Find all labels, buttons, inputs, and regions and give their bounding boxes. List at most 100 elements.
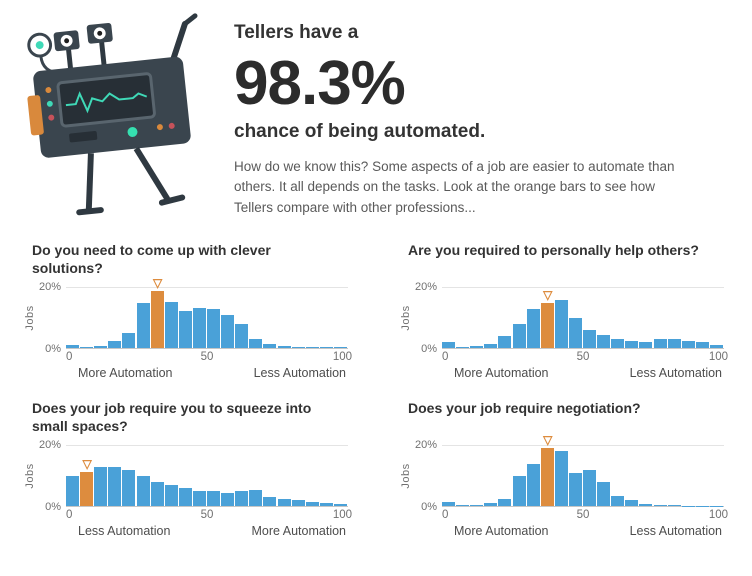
x-label-right: Less Automation — [629, 524, 722, 538]
histogram-bar — [94, 467, 108, 506]
header: Tellers have a 98.3% chance of being aut… — [0, 0, 752, 232]
histogram-bar — [333, 347, 347, 348]
histogram-bar — [583, 470, 597, 506]
histogram-bar — [470, 505, 484, 506]
histogram-bar — [136, 303, 150, 348]
histogram-bar — [263, 344, 277, 348]
chart-clever-solutions: Do you need to come up with clever solut… — [24, 242, 352, 380]
histogram-bar — [681, 340, 695, 348]
histogram-bar — [512, 476, 526, 506]
histogram-bar — [653, 339, 667, 348]
y-tick-0: 0% — [45, 343, 61, 355]
histogram-bar — [639, 342, 653, 348]
histogram-bar — [263, 497, 277, 506]
x-axis-direction-labels: More Automation Less Automation — [442, 522, 724, 538]
histogram-bar — [291, 500, 305, 506]
histogram-bar — [484, 503, 498, 506]
histogram-bar — [221, 315, 235, 348]
chart-title: Does your job require negotiation? — [408, 400, 641, 416]
x-tick-0: 0 — [442, 509, 449, 521]
teller-marker-icon: ▽ — [82, 456, 92, 471]
histogram-bar — [456, 346, 470, 348]
teller-marker-icon: ▽ — [153, 276, 163, 290]
x-label-right: Less Automation — [629, 366, 722, 380]
y-tick-20: 20% — [38, 439, 61, 451]
y-axis-label: Jobs — [24, 463, 36, 489]
chart-title: Does your job require you to squeeze int… — [32, 400, 312, 434]
explainer-paragraph: How do we know this? Some aspects of a j… — [234, 159, 675, 215]
histogram-bar — [512, 324, 526, 348]
x-label-left: More Automation — [454, 366, 549, 380]
x-axis-direction-labels: More Automation Less Automation — [442, 364, 724, 380]
histogram-bar — [136, 476, 150, 506]
chart-negotiation: Does your job require negotiation? Jobs … — [400, 400, 728, 538]
y-axis-label: Jobs — [400, 463, 412, 489]
x-axis-direction-labels: More Automation Less Automation — [66, 364, 348, 380]
y-tick-20: 20% — [38, 281, 61, 293]
teller-highlight-bar — [540, 447, 554, 506]
histogram-bar — [66, 345, 80, 348]
histogram-bar — [291, 346, 305, 348]
y-axis: Jobs 20% 0% — [400, 439, 442, 513]
robot-illustration — [8, 8, 220, 226]
x-axis-ticks: 0 50 100 — [66, 507, 352, 522]
histogram-bar — [108, 467, 122, 506]
histogram-bar — [122, 470, 136, 506]
x-axis-ticks: 0 50 100 — [442, 349, 728, 364]
histogram-bar — [319, 347, 333, 348]
histogram-bar — [625, 500, 639, 506]
histogram-bar — [80, 346, 94, 348]
y-tick-20: 20% — [414, 281, 437, 293]
histogram-bar — [94, 345, 108, 348]
histogram-bar — [611, 339, 625, 348]
histogram-bar — [207, 491, 221, 506]
y-tick-20: 20% — [414, 439, 437, 451]
histogram-bar — [305, 346, 319, 348]
y-tick-0: 0% — [421, 501, 437, 513]
charts-grid: Do you need to come up with clever solut… — [0, 232, 752, 538]
x-tick-100: 100 — [708, 509, 728, 521]
x-axis-ticks: 0 50 100 — [442, 507, 728, 522]
chart-small-spaces: Does your job require you to squeeze int… — [24, 400, 352, 538]
x-label-left: More Automation — [78, 366, 173, 380]
teller-highlight-bar — [150, 291, 164, 348]
histogram-bar — [597, 334, 611, 348]
histogram-bar — [333, 504, 347, 506]
x-label-left: Less Automation — [78, 524, 171, 538]
histogram-bar — [554, 450, 568, 506]
histogram-bar — [319, 503, 333, 506]
y-axis-label: Jobs — [400, 305, 412, 331]
histogram-plot: ▽ — [66, 445, 348, 507]
histogram-bar — [164, 301, 178, 348]
histogram-bar — [442, 342, 456, 348]
histogram-bar — [277, 498, 291, 506]
chart-title: Are you required to personally help othe… — [408, 242, 699, 258]
histogram-bar — [667, 339, 681, 348]
histogram-bar — [568, 473, 582, 506]
histogram-bar — [653, 504, 667, 506]
histogram-bar — [235, 491, 249, 506]
histogram-bar — [484, 343, 498, 348]
histogram-bar — [150, 482, 164, 506]
y-axis: Jobs 20% 0% — [24, 281, 66, 355]
histogram-bar — [178, 310, 192, 348]
histogram-bar — [695, 342, 709, 348]
histogram-bar — [66, 476, 80, 506]
histogram-bar — [526, 464, 540, 506]
histogram-bar — [192, 491, 206, 506]
x-tick-0: 0 — [66, 509, 73, 521]
y-axis: Jobs 20% 0% — [400, 281, 442, 355]
teller-highlight-bar — [80, 471, 94, 506]
y-axis-label: Jobs — [24, 305, 36, 331]
histogram-bar — [597, 482, 611, 506]
teller-marker-icon: ▽ — [543, 432, 553, 447]
teller-marker-icon: ▽ — [543, 288, 553, 302]
histogram-plot: ▽ — [442, 434, 724, 507]
histogram-bar — [456, 505, 470, 506]
x-axis-ticks: 0 50 100 — [66, 349, 352, 364]
histogram-bar — [568, 318, 582, 348]
histogram-bar — [442, 501, 456, 506]
chart-title: Do you need to come up with clever solut… — [32, 242, 271, 276]
x-axis-direction-labels: Less Automation More Automation — [66, 522, 348, 538]
headline-tail: chance of being automated. — [234, 121, 486, 142]
